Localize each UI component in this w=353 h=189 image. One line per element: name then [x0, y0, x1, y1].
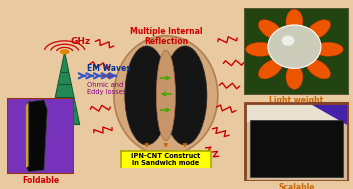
Ellipse shape — [163, 46, 207, 145]
Ellipse shape — [114, 36, 218, 155]
Circle shape — [286, 42, 303, 56]
Ellipse shape — [258, 20, 282, 40]
Ellipse shape — [286, 9, 303, 34]
Ellipse shape — [306, 20, 330, 40]
Polygon shape — [26, 102, 29, 168]
Ellipse shape — [156, 50, 175, 141]
Ellipse shape — [286, 65, 303, 89]
Polygon shape — [307, 102, 349, 126]
Ellipse shape — [258, 59, 282, 79]
Circle shape — [268, 25, 321, 68]
Text: Ohmic and
Eddy losses: Ohmic and Eddy losses — [86, 82, 126, 95]
Circle shape — [60, 49, 70, 54]
Ellipse shape — [306, 59, 330, 79]
Circle shape — [282, 35, 294, 46]
Ellipse shape — [246, 42, 275, 56]
Bar — [250, 120, 343, 177]
Polygon shape — [26, 100, 47, 172]
Text: Light weight: Light weight — [269, 96, 324, 105]
Text: Multiple Internal
Reflection: Multiple Internal Reflection — [130, 27, 202, 46]
FancyBboxPatch shape — [121, 151, 211, 169]
Polygon shape — [49, 52, 80, 125]
Text: GHz: GHz — [70, 37, 90, 46]
Ellipse shape — [313, 42, 343, 56]
Bar — [244, 102, 349, 122]
Text: Scalable: Scalable — [278, 183, 315, 189]
Text: Foldable: Foldable — [22, 176, 59, 185]
Text: Interfacial Polarization: Interfacial Polarization — [120, 150, 211, 156]
Ellipse shape — [125, 46, 169, 145]
Text: EM Waves: EM Waves — [86, 64, 130, 73]
Text: IPN-CNT Construct
in Sandwich mode: IPN-CNT Construct in Sandwich mode — [131, 153, 201, 166]
